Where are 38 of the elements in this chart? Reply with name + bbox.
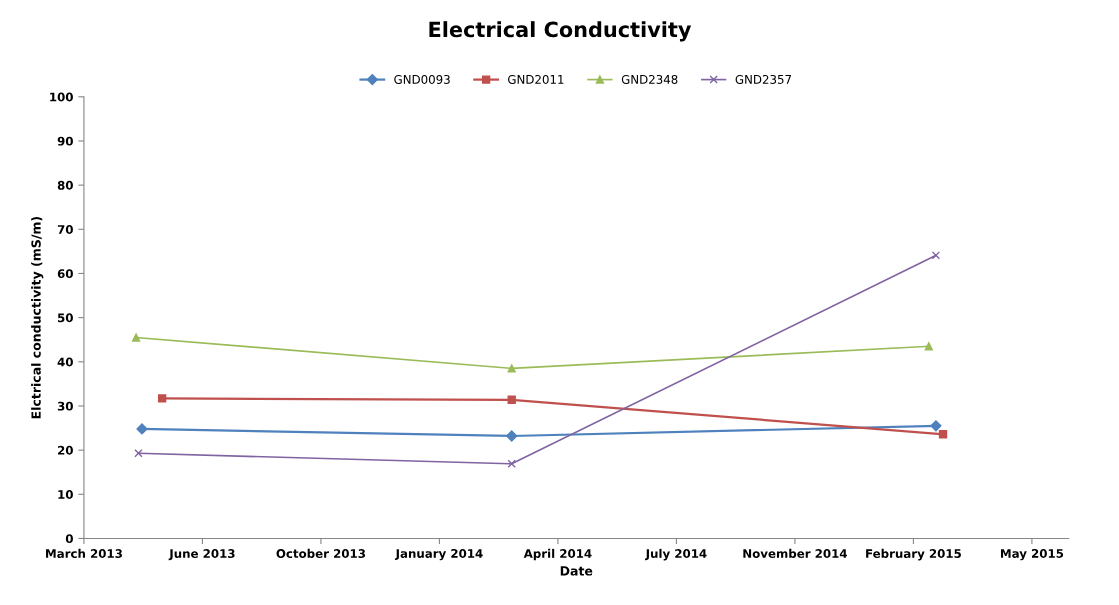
x-tick-label: October 2013 xyxy=(276,548,365,558)
y-axis-title: Elctrical conductivity (mS/m) xyxy=(31,216,44,419)
legend-label: GND2357 xyxy=(735,74,792,84)
y-tick-label: 0 xyxy=(65,534,73,544)
x-tick-label: July 2014 xyxy=(645,548,707,561)
legend-label: GND2011 xyxy=(508,74,564,84)
point xyxy=(157,394,167,403)
y-tick-label: 80 xyxy=(57,180,73,190)
point xyxy=(930,420,942,432)
y-tick-label: 10 xyxy=(58,490,73,499)
x-tick-label: November 2014 xyxy=(743,548,847,558)
y-tick-label: 40 xyxy=(57,357,73,367)
chart-title: Electrical Conductivity xyxy=(429,21,692,42)
point xyxy=(931,251,941,260)
y-tick-label: 60 xyxy=(57,269,73,279)
x-tick-label: January 2014 xyxy=(394,548,483,561)
y-tick-label: 90 xyxy=(57,136,73,146)
point xyxy=(938,430,948,439)
point xyxy=(507,364,516,373)
point xyxy=(924,342,933,351)
x-tick-label: May 2015 xyxy=(1000,548,1064,561)
legend-label: GND0093 xyxy=(394,74,450,84)
x-axis-title: Date xyxy=(560,566,593,576)
point xyxy=(507,395,516,404)
point xyxy=(134,449,143,458)
x-tick-label: March 2013 xyxy=(46,548,122,558)
y-tick-label: 50 xyxy=(57,313,73,323)
point xyxy=(131,333,141,342)
y-tick-label: 20 xyxy=(58,445,73,455)
x-tick-label: February 2015 xyxy=(866,548,961,561)
y-tick-label: 100 xyxy=(50,92,73,102)
point xyxy=(506,430,518,442)
x-tick-label: April 2014 xyxy=(523,548,592,561)
point xyxy=(507,459,516,468)
y-tick-label: 70 xyxy=(57,225,73,234)
y-tick-label: 30 xyxy=(57,401,73,411)
legend-label: GND2348 xyxy=(621,74,678,84)
x-tick-label: June 2013 xyxy=(168,549,235,561)
